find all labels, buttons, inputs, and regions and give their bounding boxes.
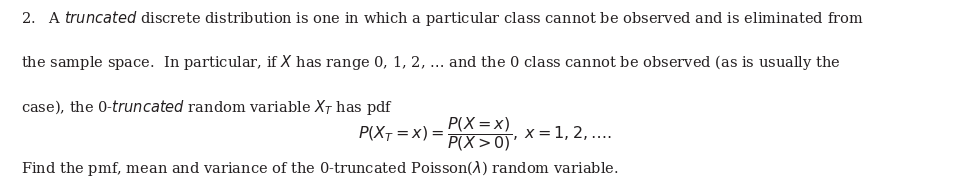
Text: 2.   A $\mathit{truncated}$ discrete distribution is one in which a particular c: 2. A $\mathit{truncated}$ discrete distr… <box>21 9 863 28</box>
Text: $P(X_T = x) = \dfrac{P(X = x)}{P(X > 0)}, \; x = 1, 2, \ldots.$: $P(X_T = x) = \dfrac{P(X = x)}{P(X > 0)}… <box>358 115 611 153</box>
Text: the sample space.  In particular, if $X$ has range 0, 1, 2, $\ldots$ and the 0 c: the sample space. In particular, if $X$ … <box>21 53 840 72</box>
Text: case), the 0-$\mathit{truncated}$ random variable $X_T$ has pdf: case), the 0-$\mathit{truncated}$ random… <box>21 98 393 117</box>
Text: Find the pmf, mean and variance of the 0-truncated Poisson($\lambda$) random var: Find the pmf, mean and variance of the 0… <box>21 159 618 178</box>
